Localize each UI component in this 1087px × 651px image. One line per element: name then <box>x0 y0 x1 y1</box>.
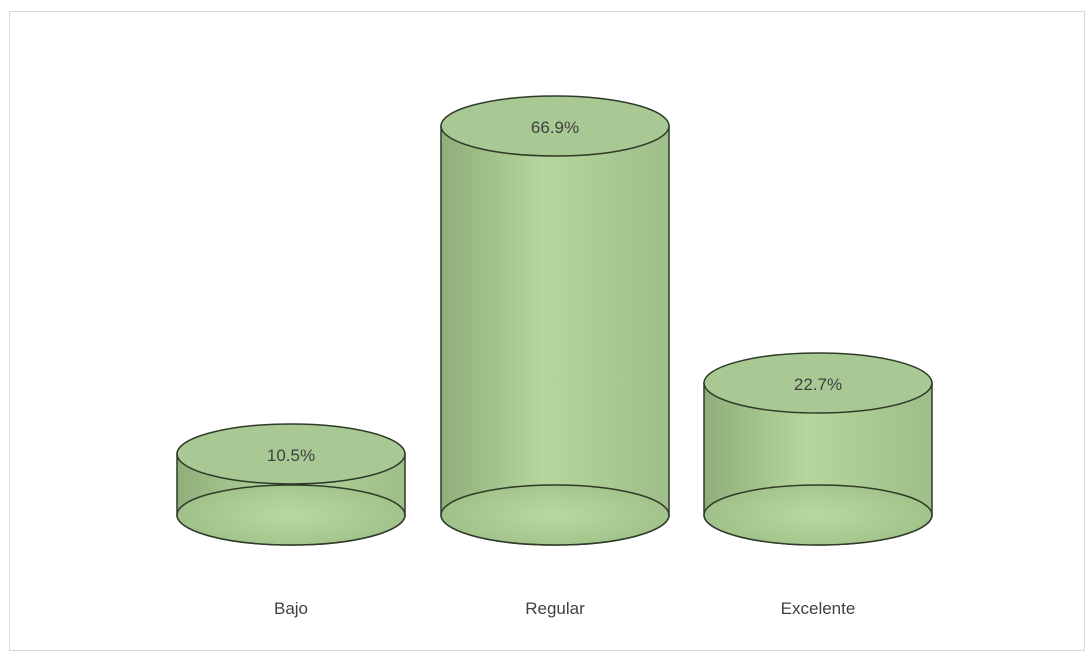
bar-body-regular <box>440 125 670 546</box>
data-label-regular: 66.9% <box>531 118 579 137</box>
category-label-excelente: Excelente <box>781 599 856 618</box>
labels-layer: 10.5% Bajo 66.9% Regular 22.7% Excelente <box>267 118 855 618</box>
bar-top-excelente <box>703 352 933 414</box>
bar-excelente <box>703 352 933 546</box>
bars-layer <box>176 95 933 546</box>
bar-bottom-regular <box>440 484 670 546</box>
bar-top-bajo <box>176 423 406 485</box>
category-label-regular: Regular <box>525 599 585 618</box>
category-label-bajo: Bajo <box>274 599 308 618</box>
data-label-excelente: 22.7% <box>794 375 842 394</box>
bar-bottom-excelente <box>703 484 933 546</box>
bar-bajo <box>176 423 406 546</box>
cylinder-bar-chart: 10.5% Bajo 66.9% Regular 22.7% Excelente <box>176 95 933 618</box>
data-label-bajo: 10.5% <box>267 446 315 465</box>
bar-bottom-bajo <box>176 484 406 546</box>
bar-regular <box>440 95 670 546</box>
bar-top-regular <box>440 95 670 157</box>
